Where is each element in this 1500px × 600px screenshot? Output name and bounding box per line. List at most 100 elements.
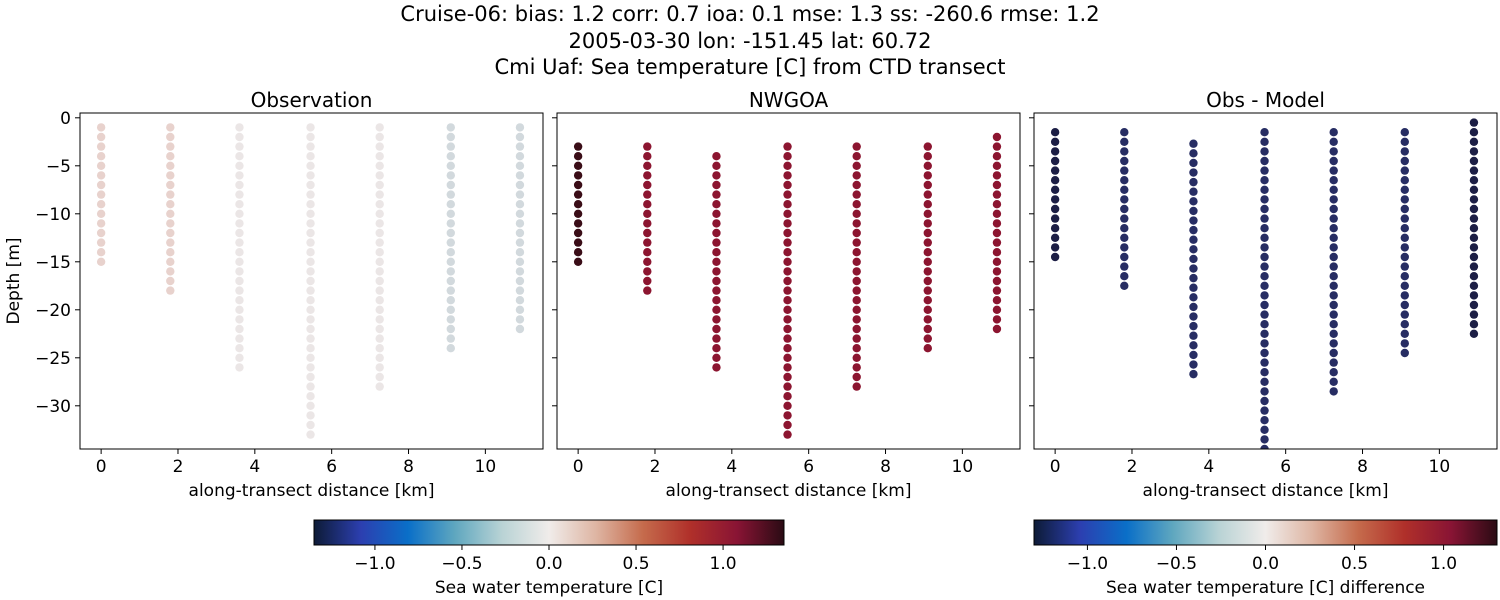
data-point (783, 238, 792, 247)
data-point (1469, 310, 1479, 319)
data-point (1400, 329, 1409, 338)
data-point (166, 228, 175, 238)
x-tick-label: 6 (1280, 457, 1291, 477)
x-tick-label: 8 (880, 457, 891, 477)
data-point (1050, 204, 1060, 214)
data-point (643, 276, 652, 286)
data-point (1400, 233, 1409, 242)
data-point (235, 257, 244, 266)
data-point (515, 324, 525, 334)
data-point (1189, 293, 1198, 302)
data-point (1260, 329, 1269, 338)
data-point (1189, 360, 1198, 369)
data-point (166, 238, 175, 247)
data-point (1260, 262, 1269, 271)
data-point (1469, 291, 1479, 300)
data-point (852, 324, 861, 334)
data-point (783, 382, 792, 391)
data-point (96, 228, 106, 238)
data-point (446, 248, 455, 257)
data-point (1469, 214, 1479, 223)
data-point (1260, 444, 1269, 449)
data-point (375, 382, 384, 391)
data-point (235, 267, 244, 276)
data-point (1120, 156, 1129, 166)
data-point (783, 276, 792, 286)
data-point (1260, 310, 1269, 319)
data-point (852, 372, 861, 382)
data-point (1120, 252, 1129, 262)
data-point (1400, 348, 1409, 358)
data-point (1260, 204, 1269, 214)
data-point (446, 200, 455, 209)
data-point (375, 238, 384, 247)
data-point (783, 152, 792, 161)
data-point (1050, 128, 1060, 137)
data-point (1469, 176, 1479, 185)
data-point (573, 200, 583, 209)
data-point (1469, 281, 1479, 290)
data-point (1400, 128, 1409, 137)
data-point (992, 171, 1002, 180)
data-point (375, 363, 384, 372)
data-point (1189, 312, 1198, 321)
data-point (375, 171, 384, 180)
data-point (992, 228, 1002, 238)
data-point (306, 200, 315, 209)
data-point (1400, 204, 1409, 214)
data-point (1260, 147, 1269, 156)
data-point (852, 257, 861, 266)
data-point (306, 344, 315, 353)
data-point (1120, 281, 1129, 290)
data-point (1050, 214, 1060, 223)
data-point (1469, 185, 1479, 194)
data-point (375, 219, 384, 228)
data-point (1260, 137, 1269, 146)
data-point (712, 334, 721, 343)
data-point (1260, 348, 1269, 358)
data-point (306, 353, 315, 362)
scatter-points (1050, 118, 1479, 449)
data-point (1050, 176, 1060, 185)
data-point (166, 171, 175, 180)
data-point (1050, 243, 1060, 252)
data-point (375, 372, 384, 382)
data-point (1189, 139, 1198, 148)
data-point (852, 305, 861, 314)
data-point (1189, 369, 1198, 379)
data-point (1189, 331, 1198, 340)
data-point (1400, 224, 1409, 233)
data-point (446, 123, 455, 132)
data-point (446, 152, 455, 161)
data-point (712, 315, 721, 324)
colorbar-tick-label: 0.5 (623, 554, 650, 574)
data-point (1400, 137, 1409, 146)
data-point (783, 180, 792, 190)
data-point (235, 180, 244, 190)
data-point (96, 123, 106, 132)
data-point (573, 228, 583, 238)
data-point (235, 334, 244, 343)
x-tick-label: 0 (1050, 457, 1061, 477)
data-point (643, 190, 652, 199)
data-point (96, 190, 106, 199)
data-point (783, 420, 792, 430)
data-point (573, 142, 583, 151)
data-point (446, 190, 455, 199)
data-point (235, 363, 244, 372)
data-point (446, 132, 455, 142)
data-point (923, 276, 932, 286)
axes-frame (1033, 112, 1498, 450)
data-point (1260, 185, 1269, 194)
data-point (712, 276, 721, 286)
data-point (515, 238, 525, 247)
data-point (1329, 358, 1338, 367)
data-point (1329, 310, 1338, 319)
data-point (235, 353, 244, 362)
data-point (712, 324, 721, 334)
data-point (235, 209, 244, 218)
y-tick-label: −5 (46, 157, 71, 177)
data-point (1120, 176, 1129, 185)
data-point (992, 152, 1002, 161)
data-point (166, 267, 175, 276)
